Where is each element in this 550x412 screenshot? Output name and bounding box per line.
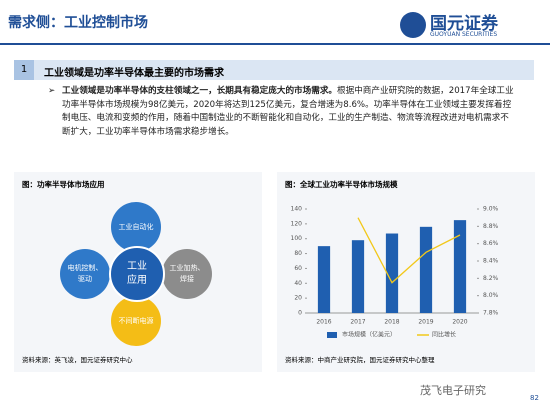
paragraph-body: 根据中商产业研究院的数据，2017年全球工业功率半导体市场规模为98亿美元，20… xyxy=(62,86,514,137)
y2-tick-label: 8.0% xyxy=(483,292,499,299)
bar xyxy=(419,226,433,313)
legend-swatch xyxy=(327,332,337,338)
section-bar xyxy=(14,60,534,80)
y-tick-label: 0 xyxy=(298,310,302,317)
legend-label: 同比增长 xyxy=(432,331,456,339)
center-node: 工业应用 xyxy=(109,246,165,302)
node: 不间断电源 xyxy=(111,296,161,346)
paragraph-lead: 工业领域是功率半导体的支柱领域之一，长期具有稳定庞大的市场需求。 xyxy=(62,86,338,96)
x-tick-label: 2018 xyxy=(384,319,399,326)
page-number: 82 xyxy=(530,394,539,402)
y2-tick-label: 7.8% xyxy=(483,310,499,317)
y2-tick-label: 8.6% xyxy=(483,240,499,247)
y2-tick-label: 8.8% xyxy=(483,223,499,230)
node: 电机控制、驱动 xyxy=(60,249,110,299)
node: 工业加热、焊接 xyxy=(162,249,212,299)
y-tick-label: 60 xyxy=(294,265,302,272)
bar xyxy=(453,220,467,313)
growth-line xyxy=(357,217,461,284)
chart: 0 20 40 60 80 100 120 140 7.8% 8.0% 8.2% 8.4% 8.6% 8.… xyxy=(291,206,499,339)
y-tick-label: 20 xyxy=(294,295,302,302)
y-tick-label: 120 xyxy=(291,220,303,227)
y-tick-label: 80 xyxy=(294,250,302,257)
y-tick-label: 140 xyxy=(291,206,303,213)
diagram-title: 图：功率半导体市场应用 xyxy=(22,180,105,189)
bar xyxy=(385,233,399,313)
page-title: 需求侧：工业控制市场 xyxy=(8,15,148,31)
paragraph: ➢ 工业领域是功率半导体的支柱领域之一，长期具有稳定庞大的市场需求。根据中商产业研… xyxy=(48,86,514,137)
x-tick-label: 2020 xyxy=(452,319,467,326)
section-number: 1 xyxy=(14,60,34,80)
section-title: 工业领域是功率半导体最主要的市场需求 xyxy=(44,68,224,79)
watermark: 茂飞电子研究 xyxy=(420,384,486,397)
y2-tick-label: 8.2% xyxy=(483,275,499,282)
x-tick-label: 2016 xyxy=(316,319,331,326)
y-tick-label: 40 xyxy=(294,280,302,287)
header-rule xyxy=(0,43,550,45)
logo-name: 国元证券 xyxy=(430,14,498,34)
node: 工业自动化 xyxy=(111,202,161,252)
diagram-source: 资料来源：英飞凌，国元证券研究中心 xyxy=(22,356,133,364)
y2-tick-label: 9.0% xyxy=(483,206,499,213)
bar xyxy=(351,240,365,313)
x-tick-label: 2017 xyxy=(350,319,365,326)
y-tick-label: 100 xyxy=(291,235,303,242)
chart-source: 资料来源：中商产业研究院，国元证券研究中心整理 xyxy=(285,356,435,364)
chart-title: 图：全球工业功率半导体市场规模 xyxy=(285,180,398,189)
bar xyxy=(317,246,331,313)
logo-icon xyxy=(400,12,426,38)
x-tick-label: 2019 xyxy=(418,319,433,326)
logo-en: GUOYUAN SECURITIES xyxy=(430,31,498,38)
y2-tick-label: 8.4% xyxy=(483,258,499,265)
legend-label: 市场规模（亿美元） xyxy=(342,331,396,339)
